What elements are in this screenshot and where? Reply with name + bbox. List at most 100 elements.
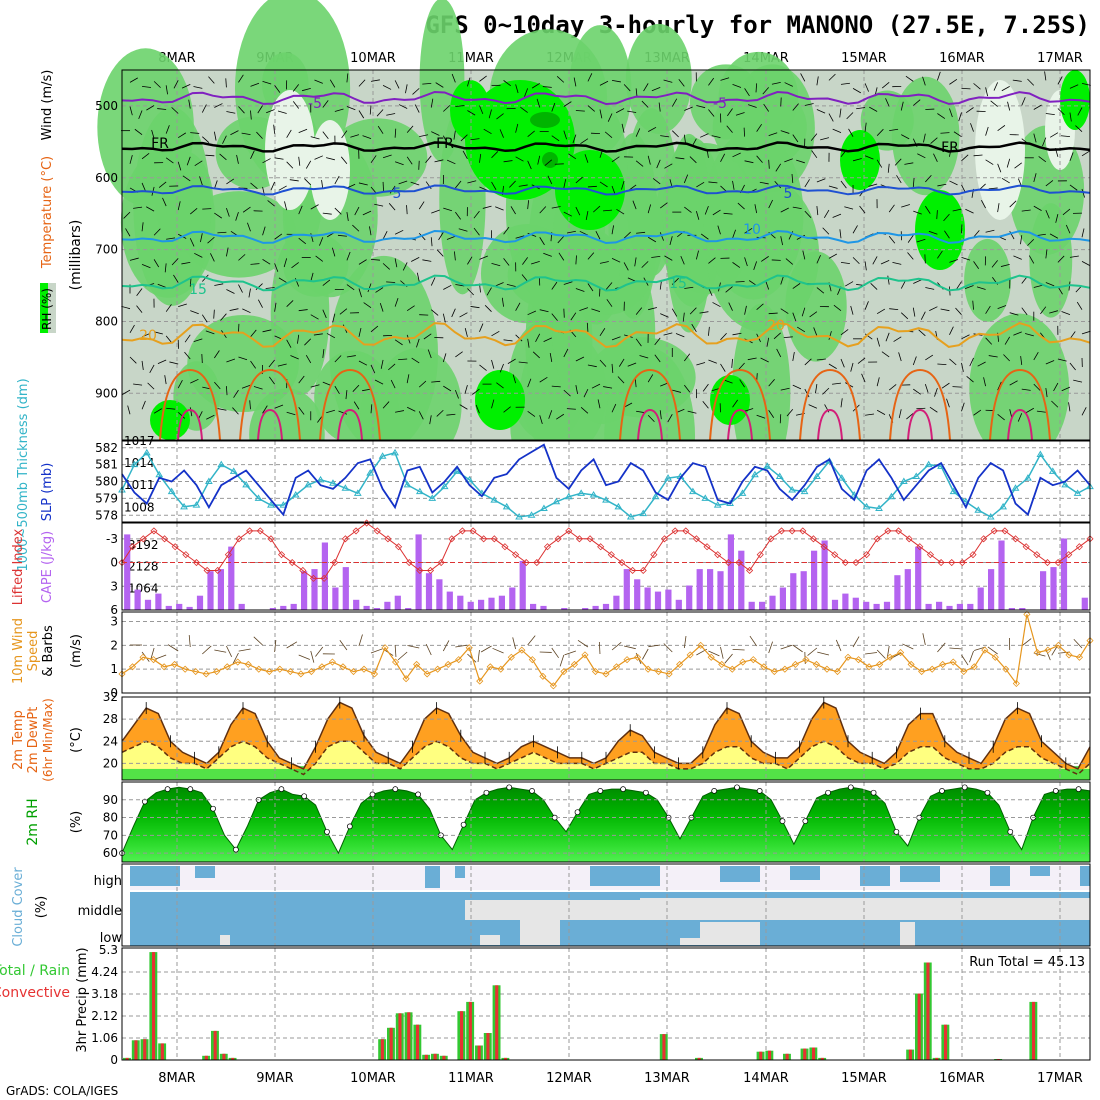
thickness-marker bbox=[763, 462, 772, 469]
wind-barb bbox=[695, 250, 699, 260]
wind-barb bbox=[1001, 86, 1010, 92]
wind-barb bbox=[852, 158, 862, 162]
ylabel-rh: RH (%) bbox=[40, 288, 54, 330]
wind-barb bbox=[446, 159, 456, 165]
wind-barb bbox=[527, 338, 530, 348]
wind-barb bbox=[551, 102, 556, 112]
thickness-marker bbox=[142, 448, 151, 456]
wind10m-marker bbox=[802, 656, 810, 664]
cloud-high-block bbox=[455, 866, 465, 878]
ylabel-precip: 3hr Precip (mm) bbox=[75, 947, 90, 1052]
legend-total-rain: Total / Rain bbox=[0, 963, 70, 979]
wind-barb bbox=[193, 86, 203, 89]
wind-barb bbox=[334, 385, 340, 395]
rh-mid-area bbox=[133, 107, 211, 306]
wind10m-barb bbox=[188, 635, 191, 648]
wind-barb bbox=[635, 160, 644, 167]
wind-barb bbox=[539, 377, 548, 383]
wind-barb bbox=[358, 110, 365, 119]
wind-barb bbox=[575, 255, 577, 265]
thickness-marker bbox=[875, 504, 883, 511]
cloud-high-block bbox=[790, 866, 820, 880]
wind-barb bbox=[418, 380, 427, 388]
wind-barb bbox=[635, 307, 643, 315]
cape-bar bbox=[769, 595, 776, 610]
cape-bar bbox=[217, 569, 224, 610]
wind-barb bbox=[887, 275, 890, 285]
wind-barb bbox=[549, 353, 553, 363]
wind-barb bbox=[556, 413, 565, 420]
wind-barb bbox=[479, 364, 487, 371]
thickness-marker bbox=[974, 506, 983, 513]
wind-barb bbox=[358, 182, 368, 186]
wind-barb bbox=[893, 336, 902, 342]
wind-barb bbox=[488, 109, 492, 119]
rh-legend-swatch-dark bbox=[40, 283, 48, 333]
wind-barb bbox=[937, 183, 947, 187]
wind-barb bbox=[593, 205, 601, 213]
wind-barb bbox=[763, 103, 770, 112]
footer-credit: GrADS: COLA/IGES bbox=[6, 1084, 118, 1098]
wind-barb bbox=[969, 357, 974, 367]
cape-bar bbox=[717, 571, 724, 610]
ylabel-dewpt2m: 2m DewPt bbox=[26, 707, 41, 774]
lifted-index-marker bbox=[448, 535, 456, 543]
wind10m-marker bbox=[1075, 653, 1084, 661]
wind-barb bbox=[704, 205, 709, 215]
wind-barb bbox=[1014, 162, 1022, 169]
wind-barb bbox=[418, 411, 424, 420]
wind-barb bbox=[579, 307, 589, 311]
wind-barb bbox=[310, 136, 320, 140]
y-tick-label: 3 bbox=[110, 579, 118, 593]
precip-conv-bar bbox=[812, 1047, 816, 1060]
wind-barb bbox=[222, 135, 227, 144]
wind10m-marker bbox=[1044, 646, 1052, 654]
wind10m-barb bbox=[315, 646, 324, 657]
wind-barb bbox=[864, 333, 873, 340]
wind-barb bbox=[166, 407, 176, 410]
wind-barb bbox=[985, 87, 989, 97]
wind-barb bbox=[1012, 79, 1022, 82]
wind-barb bbox=[238, 106, 245, 114]
wind-barb bbox=[193, 338, 203, 342]
cape-bar bbox=[821, 540, 828, 610]
wind-barb bbox=[479, 323, 484, 332]
wind-barb bbox=[298, 375, 305, 384]
wind-barb bbox=[406, 305, 415, 312]
thickness-marker bbox=[626, 512, 635, 520]
wind-barb bbox=[165, 85, 168, 95]
wind-barb bbox=[1065, 224, 1071, 234]
wind-barb bbox=[792, 384, 802, 390]
wind-barb bbox=[1062, 208, 1071, 216]
wind10m-marker bbox=[581, 651, 589, 659]
wind-barb bbox=[257, 299, 263, 308]
wind-barb bbox=[599, 109, 603, 119]
wind-barb bbox=[828, 185, 838, 189]
ylabel-temp: Temperature (°C) bbox=[40, 156, 55, 269]
wind-barb bbox=[451, 308, 456, 318]
cloud-middle-block bbox=[220, 935, 230, 945]
cape-bar bbox=[800, 571, 807, 610]
wind10m-barb bbox=[987, 646, 998, 655]
thickness-marker bbox=[614, 502, 623, 510]
wind-barb bbox=[289, 179, 299, 182]
ylabel-wind: Wind (m/s) bbox=[40, 70, 55, 141]
wind-barb bbox=[473, 227, 480, 236]
rh2m-marker bbox=[210, 805, 216, 812]
wind-barb bbox=[575, 176, 583, 184]
wind-barb bbox=[780, 308, 789, 314]
wind-barb bbox=[615, 108, 625, 114]
wind-barb bbox=[249, 400, 251, 410]
cloud-high-block bbox=[1030, 866, 1050, 876]
wind10m-marker bbox=[875, 660, 884, 668]
wind-barb bbox=[406, 156, 413, 165]
cloud-high-block bbox=[900, 866, 940, 882]
wind-barb bbox=[643, 83, 649, 92]
lifted-index-marker bbox=[948, 558, 956, 567]
wind-barb bbox=[823, 209, 830, 219]
wind-barb bbox=[682, 312, 685, 322]
wind-barb bbox=[802, 250, 806, 260]
rh2m-marker bbox=[597, 788, 604, 794]
contour-25 bbox=[619, 368, 681, 441]
wind-barb bbox=[753, 261, 758, 271]
